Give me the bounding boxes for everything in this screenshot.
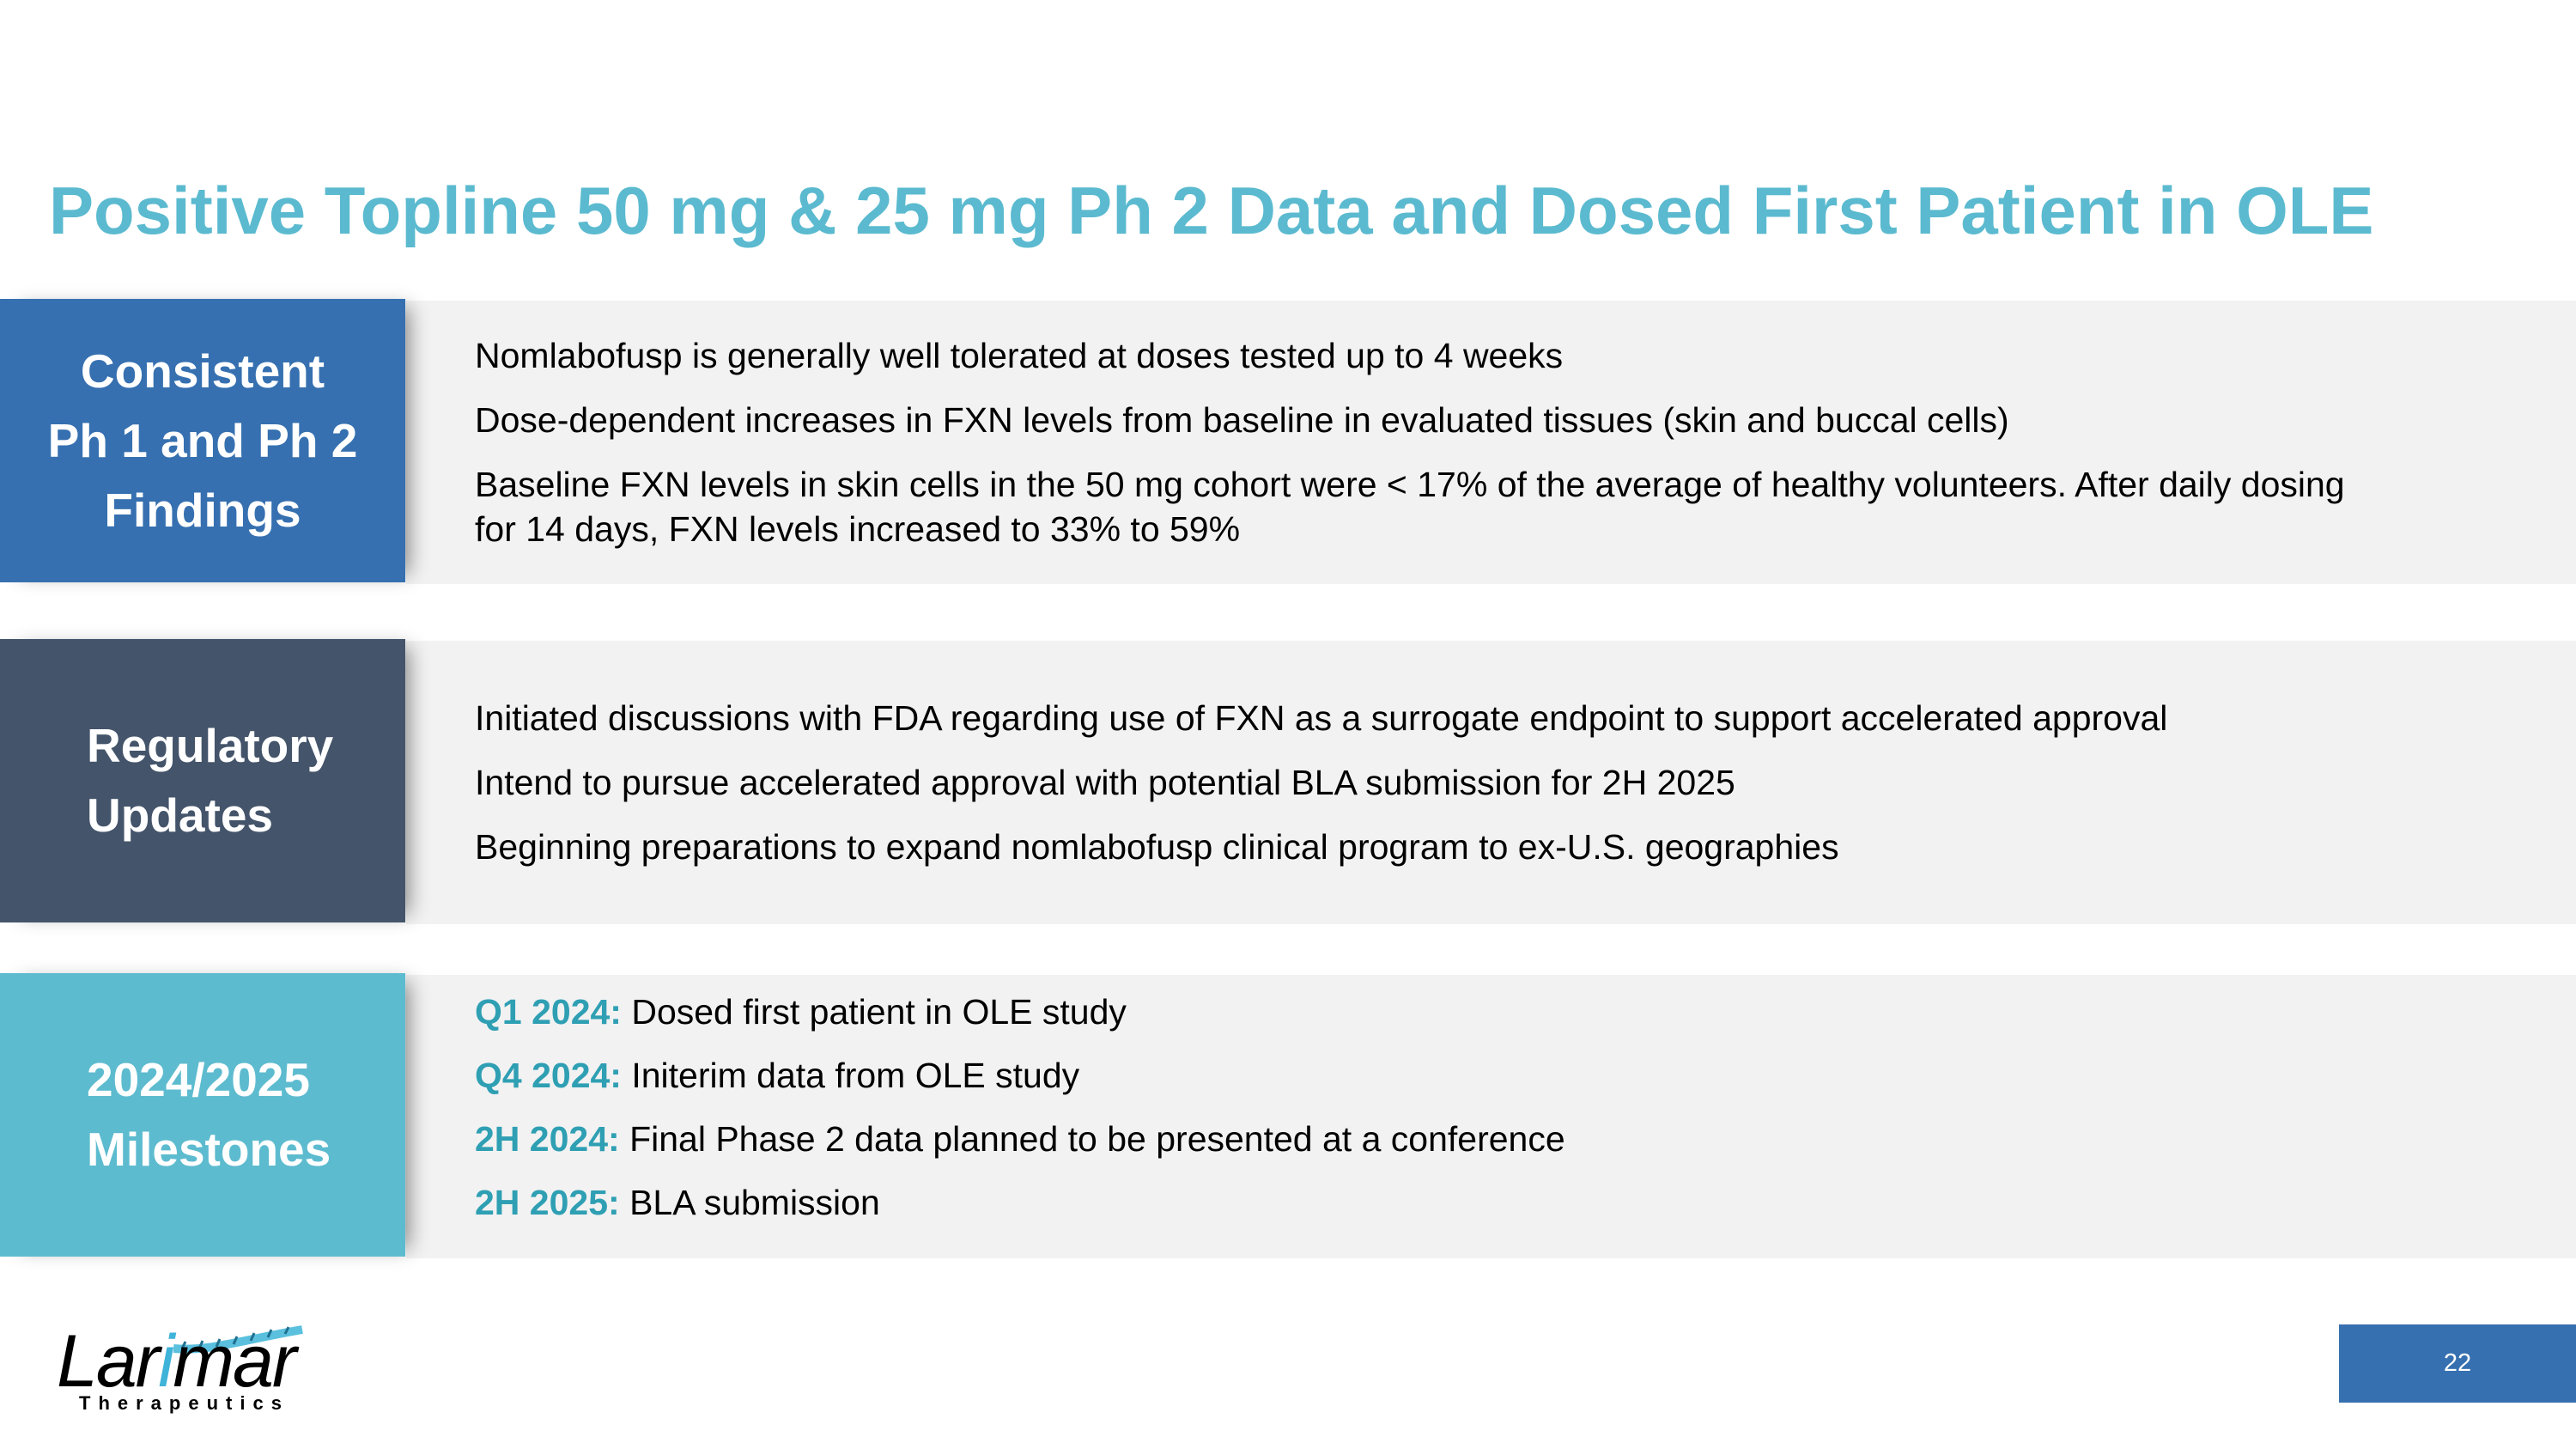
section-label-milestones: 2024/2025 Milestones	[0, 973, 405, 1257]
logo-subtitle: Therapeutics	[79, 1392, 289, 1414]
milestone-text: Final Phase 2 data planned to be present…	[619, 1119, 1565, 1159]
milestone-item: Q1 2024: Dosed first patient in OLE stud…	[475, 989, 2576, 1034]
slide-title: Positive Topline 50 mg & 25 mg Ph 2 Data…	[49, 173, 2374, 248]
page-number: 22	[2339, 1324, 2576, 1403]
helix-icon	[173, 1325, 303, 1354]
regulatory-item: Initiated discussions with FDA regarding…	[475, 698, 2168, 738]
milestone-item: Q4 2024: Initerim data from OLE study	[475, 1053, 2576, 1098]
regulatory-item: Intend to pursue accelerated approval wi…	[475, 763, 1735, 802]
section-body-regulatory: Initiated discussions with FDA regarding…	[406, 641, 2576, 924]
logo-wordmark-pre: Lar	[57, 1320, 160, 1403]
milestone-text: Dosed first patient in OLE study	[621, 992, 1127, 1032]
milestone-item: 2H 2025: BLA submission	[475, 1180, 2576, 1225]
label-line: Findings	[104, 483, 301, 537]
label-line: 2024/2025	[87, 1053, 310, 1106]
label-line: Milestones	[87, 1123, 331, 1176]
logo-wordmark-accent: i	[158, 1320, 174, 1403]
section-body-milestones: Q1 2024: Dosed first patient in OLE stud…	[406, 975, 2576, 1258]
milestone-date: 2H 2024:	[475, 1119, 620, 1159]
label-line: Consistent	[80, 344, 325, 398]
section-label-findings: Consistent Ph 1 and Ph 2 Findings	[0, 299, 405, 582]
finding-item: Baseline FXN levels in skin cells in the…	[475, 465, 2345, 549]
milestone-date: Q1 2024:	[475, 992, 622, 1032]
logo-wordmark: Larimar	[57, 1320, 297, 1403]
milestone-item: 2H 2024: Final Phase 2 data planned to b…	[475, 1117, 2576, 1161]
section-milestones: 2024/2025 Milestones Q1 2024: Dosed firs…	[0, 973, 2576, 1258]
milestone-text: Initerim data from OLE study	[621, 1056, 1080, 1095]
section-findings: Consistent Ph 1 and Ph 2 Findings Nomlab…	[0, 299, 2576, 584]
milestone-text: BLA submission	[619, 1183, 880, 1222]
label-line: Regulatory	[87, 719, 334, 772]
logo-wordmark-post: mar	[173, 1320, 296, 1403]
milestone-date: Q4 2024:	[475, 1056, 622, 1095]
milestone-date: 2H 2025:	[475, 1183, 620, 1222]
label-line: Updates	[87, 788, 273, 842]
company-logo: Larimar Therapeutics	[57, 1323, 314, 1417]
label-line: Ph 1 and Ph 2	[47, 413, 358, 467]
section-label-regulatory: Regulatory Updates	[0, 639, 405, 922]
finding-item: Nomlabofusp is generally well tolerated …	[475, 336, 1564, 375]
finding-item: Dose-dependent increases in FXN levels f…	[475, 400, 2009, 440]
section-regulatory: Regulatory Updates Initiated discussions…	[0, 639, 2576, 924]
section-body-findings: Nomlabofusp is generally well tolerated …	[406, 301, 2576, 584]
regulatory-item: Beginning preparations to expand nomlabo…	[475, 827, 1839, 867]
